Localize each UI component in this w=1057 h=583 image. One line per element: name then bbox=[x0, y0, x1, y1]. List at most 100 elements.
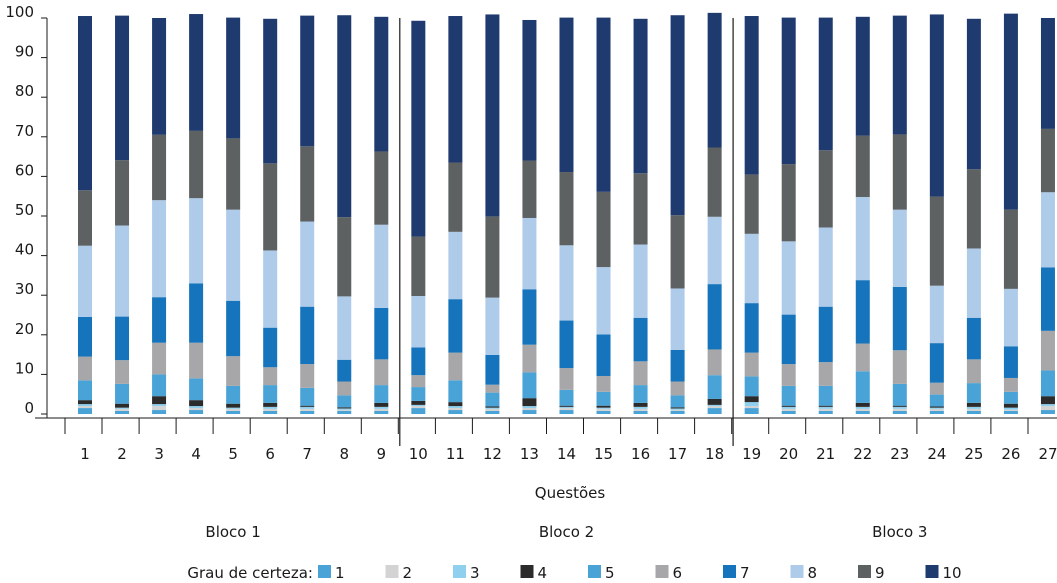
bar-segment-q27-grau-5 bbox=[1040, 370, 1055, 397]
bar-segment-q15-grau-9 bbox=[596, 191, 611, 268]
bar-segment-q18-grau-7 bbox=[707, 284, 722, 350]
bar-segment-q16-grau-3 bbox=[633, 406, 648, 409]
bar-segment-q12-grau-2 bbox=[485, 408, 500, 411]
bar-segment-q4-grau-6 bbox=[189, 342, 204, 379]
bar-segment-q2-grau-9 bbox=[115, 160, 130, 226]
bar-segment-q18-grau-5 bbox=[707, 375, 722, 399]
x-tick-label-26: 26 bbox=[1001, 445, 1020, 463]
bar-segment-q22-grau-4 bbox=[855, 402, 870, 407]
bar-segment-q20-grau-8 bbox=[781, 241, 796, 315]
bar-segment-q7-grau-6 bbox=[300, 364, 315, 388]
bar-segment-q22-grau-6 bbox=[855, 343, 870, 372]
legend-title: Grau de certeza: bbox=[187, 564, 313, 582]
bar-segment-q7-grau-1 bbox=[300, 410, 315, 414]
bar-segment-q12-grau-6 bbox=[485, 384, 500, 393]
bar-segment-q6-grau-5 bbox=[263, 385, 278, 403]
bar-segment-q17-grau-7 bbox=[670, 349, 685, 382]
x-tick-label-11: 11 bbox=[446, 445, 465, 463]
bar-segment-q16-grau-1 bbox=[633, 410, 648, 414]
bar-segment-q18-grau-8 bbox=[707, 216, 722, 285]
bar-segment-q23-grau-8 bbox=[892, 209, 907, 287]
bar-segment-q6-grau-8 bbox=[263, 250, 278, 328]
bar-segment-q22-grau-2 bbox=[855, 408, 870, 411]
legend-label-1: 1 bbox=[335, 564, 345, 582]
x-tick-label-5: 5 bbox=[228, 445, 238, 463]
bar-segment-q25-grau-10 bbox=[966, 18, 981, 170]
bar-segment-q2-grau-6 bbox=[115, 360, 130, 384]
bar-segment-q1-grau-3 bbox=[78, 404, 92, 407]
bar-segment-q13-grau-7 bbox=[522, 289, 537, 345]
bar-segment-q22-grau-5 bbox=[855, 371, 870, 403]
bar-segment-q20-grau-2 bbox=[781, 408, 796, 411]
bar-segment-q16-grau-7 bbox=[633, 317, 648, 362]
legend-swatch-10 bbox=[925, 565, 939, 578]
bar-segment-q27-grau-4 bbox=[1040, 396, 1055, 405]
bar-segment-q11-grau-5 bbox=[448, 380, 463, 403]
bar-segment-q23-grau-3 bbox=[892, 406, 907, 409]
x-tick-label-27: 27 bbox=[1038, 445, 1057, 463]
bar-segment-q18-grau-6 bbox=[707, 349, 722, 376]
x-tick-labels: 1 2 3 4 5 6 7 8 9 10 11 12 13 14 15 16 17 18 19 20 21 22 23 24 2… bbox=[80, 445, 1057, 463]
bar-segment-q13-grau-8 bbox=[522, 217, 537, 290]
bar-segment-q3-grau-8 bbox=[152, 200, 167, 298]
bar-segment-q26-grau-9 bbox=[1003, 209, 1018, 289]
bar-segment-q7-grau-7 bbox=[300, 306, 315, 365]
bar-segment-q3-grau-7 bbox=[152, 297, 167, 343]
bar-segment-q5-grau-1 bbox=[226, 410, 241, 414]
bar-segment-q11-grau-3 bbox=[448, 406, 463, 409]
bar-segment-q10-grau-1 bbox=[411, 408, 426, 414]
y-tick-label-70: 70 bbox=[15, 122, 34, 140]
bar-segment-q4-grau-4 bbox=[189, 400, 204, 407]
bar-segment-q17-grau-6 bbox=[670, 381, 685, 396]
bar-segment-q6-grau-3 bbox=[263, 406, 278, 409]
bar-segment-q26-grau-10 bbox=[1003, 13, 1018, 210]
bar-segment-q14-grau-10 bbox=[559, 17, 574, 173]
legend: Grau de certeza: 1 2 3 4 5 6 7 8 9 10 bbox=[187, 564, 961, 582]
legend-label-6: 6 bbox=[673, 564, 683, 582]
y-tick-labels: 0 10 20 30 40 50 60 70 80 90 100 bbox=[5, 3, 34, 417]
bar-segment-q27-grau-8 bbox=[1040, 192, 1055, 268]
x-tick-label-13: 13 bbox=[520, 445, 539, 463]
bar-segment-q23-grau-1 bbox=[892, 410, 907, 414]
bar-segment-q19-grau-9 bbox=[744, 174, 759, 234]
bar-segment-q14-grau-8 bbox=[559, 245, 574, 321]
bar-segment-q24-grau-7 bbox=[929, 343, 944, 383]
bar-segment-q19-grau-2 bbox=[744, 406, 759, 409]
bar-segment-q24-grau-3 bbox=[929, 407, 944, 409]
bar-segment-q23-grau-2 bbox=[892, 408, 907, 411]
bar-segment-q6-grau-10 bbox=[263, 18, 278, 164]
bar-segment-q26-grau-6 bbox=[1003, 377, 1018, 392]
bar-segment-q10-grau-7 bbox=[411, 347, 426, 376]
bar-segment-q22-grau-7 bbox=[855, 280, 870, 344]
bar-segment-q1-grau-10 bbox=[78, 16, 92, 191]
x-tick-label-22: 22 bbox=[853, 445, 872, 463]
bar-segment-q16-grau-4 bbox=[633, 402, 648, 407]
legend-swatch-1 bbox=[318, 565, 331, 578]
axes-layer bbox=[35, 17, 1057, 446]
x-tick-label-4: 4 bbox=[191, 445, 201, 463]
x-tick-label-1: 1 bbox=[80, 445, 90, 463]
bar-segment-q8-grau-3 bbox=[337, 408, 352, 410]
bar-segment-q3-grau-3 bbox=[152, 404, 167, 407]
bar-segment-q7-grau-9 bbox=[300, 146, 315, 222]
bar-segment-q10-grau-5 bbox=[411, 387, 426, 401]
bar-segment-q7-grau-8 bbox=[300, 221, 315, 307]
bar-segment-q22-grau-9 bbox=[855, 135, 870, 197]
bar-segment-q16-grau-6 bbox=[633, 361, 648, 386]
bar-segment-q3-grau-4 bbox=[152, 396, 167, 405]
x-tick-label-8: 8 bbox=[340, 445, 350, 463]
bar-segment-q15-grau-4 bbox=[596, 405, 611, 408]
bar-segment-q15-grau-8 bbox=[596, 267, 611, 335]
bar-segment-q22-grau-3 bbox=[855, 406, 870, 409]
bar-segment-q27-grau-10 bbox=[1040, 18, 1055, 129]
bar-segment-q5-grau-8 bbox=[226, 209, 241, 301]
bar-segment-q15-grau-1 bbox=[596, 410, 611, 414]
bar-segment-q2-grau-7 bbox=[115, 316, 130, 361]
bar-segment-q4-grau-8 bbox=[189, 198, 204, 284]
bar-segment-q25-grau-6 bbox=[966, 359, 981, 384]
block-label-1: Bloco 1 bbox=[205, 523, 260, 541]
bar-segment-q25-grau-8 bbox=[966, 248, 981, 318]
bar-segment-q1-grau-7 bbox=[78, 316, 92, 357]
bar-segment-q13-grau-3 bbox=[522, 406, 537, 409]
x-tick-label-20: 20 bbox=[779, 445, 798, 463]
